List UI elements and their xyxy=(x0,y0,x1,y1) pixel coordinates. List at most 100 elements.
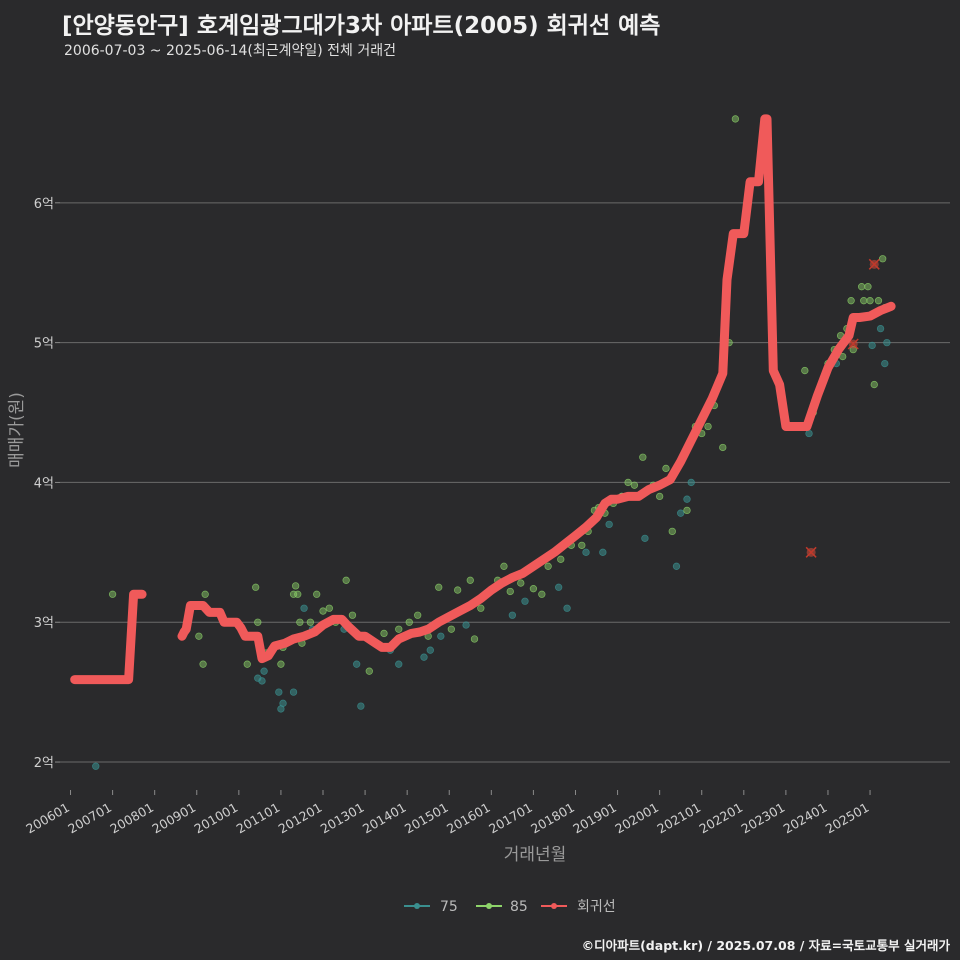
legend-swatch-regression-dot xyxy=(551,903,557,909)
data-point-75 xyxy=(881,359,889,368)
data-point-75 xyxy=(599,548,607,556)
data-point-85 xyxy=(639,453,647,461)
legend-label-regression: 회귀선 xyxy=(577,899,616,915)
data-point-85 xyxy=(319,607,327,615)
y-tick-label: 3억 xyxy=(34,616,54,631)
outlier-cross xyxy=(868,258,880,270)
y-tick-label: 2억 xyxy=(34,756,54,771)
legend-item-75: 75 xyxy=(404,899,458,915)
data-point-75 xyxy=(605,520,613,529)
data-point-85 xyxy=(506,587,514,596)
data-point-85 xyxy=(731,115,740,123)
x-axis: 2006012007012008012009012010012011012012… xyxy=(23,790,872,837)
legend-item-85: 85 xyxy=(476,899,528,915)
legend-swatch-85-dot xyxy=(486,903,492,909)
series-75-points xyxy=(92,324,891,770)
x-tick-label: 201901 xyxy=(570,800,619,837)
x-tick-label: 200801 xyxy=(107,800,156,837)
x-tick-label: 200601 xyxy=(23,800,72,837)
data-point-85 xyxy=(801,366,809,375)
data-point-75 xyxy=(462,621,470,629)
data-point-85 xyxy=(199,660,207,668)
x-tick-label: 201501 xyxy=(402,800,451,837)
x-tick-label: 202501 xyxy=(823,800,872,837)
data-point-85 xyxy=(500,562,508,570)
chart-title: [안양동안구] 호계임광그대가3차 아파트(2005) 회귀선 예측 xyxy=(62,13,661,39)
data-point-85 xyxy=(380,629,388,638)
legend-label-75: 75 xyxy=(440,899,458,915)
data-point-85 xyxy=(668,527,676,536)
data-point-75 xyxy=(437,632,445,640)
x-tick-label: 201401 xyxy=(360,800,409,837)
data-point-75 xyxy=(805,429,813,438)
x-tick-label: 202001 xyxy=(612,800,661,837)
data-point-85 xyxy=(296,618,304,626)
data-point-85 xyxy=(313,590,321,598)
data-point-85 xyxy=(306,618,315,626)
data-point-85 xyxy=(277,660,285,668)
data-point-85 xyxy=(325,604,333,612)
data-point-85 xyxy=(395,625,403,633)
data-point-85 xyxy=(365,667,373,675)
data-point-85 xyxy=(517,579,525,587)
data-point-85 xyxy=(538,590,546,598)
regression-line-segment xyxy=(177,114,896,664)
data-point-75 xyxy=(289,688,298,696)
data-point-75 xyxy=(395,660,403,668)
data-point-75 xyxy=(868,341,876,350)
data-point-85 xyxy=(108,590,117,598)
data-point-85 xyxy=(544,562,552,570)
data-point-85 xyxy=(292,582,300,590)
data-point-75 xyxy=(508,611,517,619)
data-point-85 xyxy=(578,541,586,549)
data-point-75 xyxy=(677,509,685,517)
x-tick-label: 202101 xyxy=(654,800,703,837)
legend-swatch-75-dot xyxy=(414,903,420,909)
data-point-75 xyxy=(357,702,365,710)
x-tick-label: 200701 xyxy=(65,800,114,837)
data-point-75 xyxy=(275,688,283,696)
data-point-75 xyxy=(582,548,590,556)
data-point-75 xyxy=(92,762,100,770)
data-point-85 xyxy=(454,586,462,594)
data-point-75 xyxy=(883,338,891,347)
data-point-75 xyxy=(876,324,885,333)
data-point-85 xyxy=(879,255,887,263)
data-point-75 xyxy=(258,677,266,685)
data-point-85 xyxy=(466,576,474,584)
data-point-75 xyxy=(353,660,361,668)
data-point-75 xyxy=(563,604,571,612)
x-axis-title: 거래년월 xyxy=(504,845,567,865)
data-point-85 xyxy=(252,583,260,591)
x-tick-label: 201301 xyxy=(318,800,367,837)
data-point-85 xyxy=(655,492,664,501)
data-point-75 xyxy=(260,667,268,675)
data-point-75 xyxy=(687,478,695,487)
legend-label-85: 85 xyxy=(510,899,528,915)
x-tick-label: 201201 xyxy=(276,800,325,837)
data-point-85 xyxy=(662,464,670,473)
outlier-markers xyxy=(805,258,880,558)
outlier-cross xyxy=(805,546,817,558)
y-tick-label: 4억 xyxy=(34,476,54,491)
data-point-85 xyxy=(201,590,209,598)
data-point-75 xyxy=(279,699,287,707)
x-tick-label: 200901 xyxy=(149,800,198,837)
data-point-85 xyxy=(624,478,632,487)
x-tick-label: 201601 xyxy=(444,800,493,837)
data-point-85 xyxy=(348,611,357,619)
x-tick-label: 201801 xyxy=(528,800,577,837)
data-point-85 xyxy=(866,297,874,305)
data-point-85 xyxy=(870,380,878,389)
data-point-85 xyxy=(342,576,350,584)
legend: 75 85 회귀선 xyxy=(404,899,616,915)
y-axis-title: 매매가(원) xyxy=(7,392,27,468)
data-point-85 xyxy=(289,590,298,598)
data-point-75 xyxy=(555,583,563,591)
x-tick-label: 202401 xyxy=(781,800,830,837)
data-point-85 xyxy=(470,635,479,643)
data-point-85 xyxy=(529,585,538,593)
data-point-75 xyxy=(641,534,649,542)
x-tick-label: 202201 xyxy=(696,800,745,837)
